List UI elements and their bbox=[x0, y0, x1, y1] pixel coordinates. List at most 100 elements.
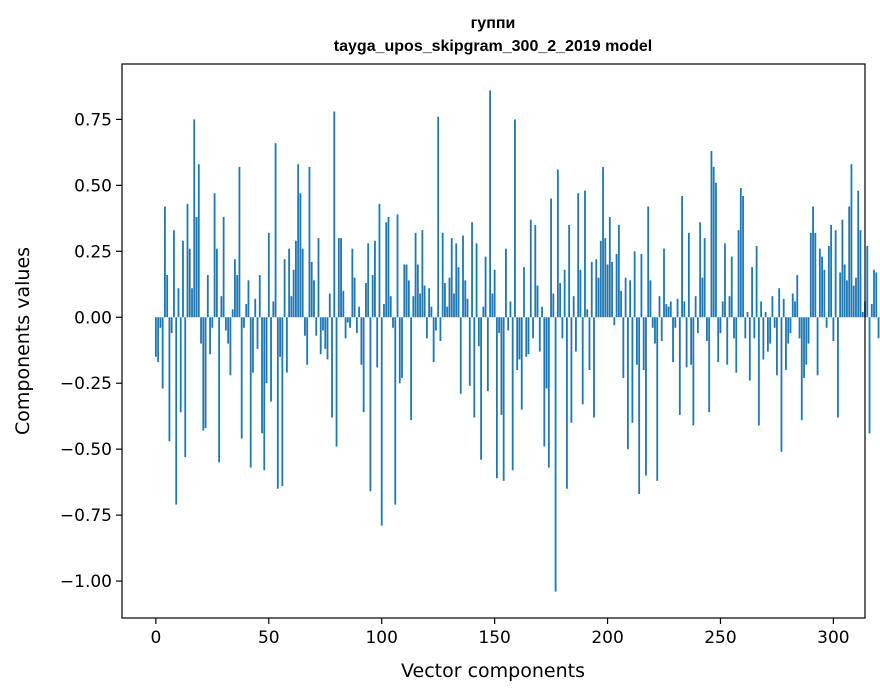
bar bbox=[672, 317, 674, 363]
bar bbox=[538, 317, 541, 352]
bar bbox=[468, 317, 471, 386]
bar bbox=[816, 317, 819, 376]
bar bbox=[385, 222, 388, 318]
bar bbox=[369, 317, 372, 492]
bar bbox=[238, 166, 241, 318]
bar bbox=[473, 317, 476, 418]
bar bbox=[534, 224, 537, 318]
bar bbox=[306, 317, 309, 365]
bar bbox=[570, 317, 573, 423]
bar bbox=[263, 317, 266, 471]
bar bbox=[407, 280, 410, 318]
bar bbox=[737, 230, 740, 318]
bar bbox=[552, 293, 555, 318]
bar bbox=[486, 317, 489, 392]
bar bbox=[403, 264, 406, 318]
bar bbox=[401, 317, 403, 378]
bar bbox=[780, 317, 783, 452]
bar bbox=[748, 317, 751, 381]
bar bbox=[798, 317, 801, 339]
bar bbox=[161, 317, 164, 389]
bar bbox=[595, 259, 598, 318]
bar bbox=[328, 293, 331, 318]
bar bbox=[193, 119, 196, 318]
bar bbox=[371, 275, 374, 318]
bar bbox=[365, 282, 367, 318]
bar bbox=[159, 317, 162, 328]
bar bbox=[313, 280, 315, 318]
bar bbox=[507, 317, 510, 331]
bar bbox=[708, 317, 711, 413]
bar bbox=[317, 238, 320, 318]
bar bbox=[602, 166, 604, 318]
bar bbox=[518, 317, 521, 360]
bar bbox=[568, 224, 571, 318]
bar bbox=[466, 298, 469, 318]
bar bbox=[450, 238, 453, 318]
bar bbox=[674, 317, 677, 328]
bar bbox=[782, 298, 785, 318]
bar bbox=[593, 317, 595, 418]
bar bbox=[787, 317, 790, 344]
y-axis-ticks: 0.75 0.50 0.25 0.00 −0.25 −0.50 −0.75 −1.00 bbox=[60, 110, 122, 592]
chart-title-line1: гуппи bbox=[471, 15, 516, 32]
bar bbox=[525, 317, 528, 357]
bar bbox=[516, 317, 519, 371]
bar bbox=[523, 267, 525, 318]
bar bbox=[177, 288, 180, 318]
bar bbox=[378, 203, 381, 318]
bar bbox=[543, 317, 546, 447]
bar bbox=[807, 317, 810, 344]
bar bbox=[841, 219, 844, 318]
bar bbox=[622, 317, 625, 378]
bar bbox=[333, 111, 336, 318]
bar bbox=[683, 301, 686, 318]
bar bbox=[633, 251, 636, 318]
bar bbox=[667, 306, 670, 318]
bar bbox=[511, 317, 514, 471]
bar bbox=[654, 317, 656, 344]
bar bbox=[256, 317, 259, 349]
bar bbox=[649, 280, 652, 318]
bar bbox=[599, 240, 602, 318]
bar bbox=[437, 116, 440, 318]
bar bbox=[818, 248, 821, 318]
bar bbox=[229, 317, 232, 376]
bar bbox=[234, 259, 236, 318]
bar bbox=[769, 317, 772, 344]
bar bbox=[703, 238, 706, 318]
bar bbox=[351, 248, 354, 318]
x-tick-label: 100 bbox=[365, 628, 397, 648]
bar bbox=[608, 217, 611, 318]
bar bbox=[270, 317, 272, 402]
bar bbox=[541, 306, 543, 318]
bar bbox=[168, 317, 171, 442]
bar bbox=[830, 224, 833, 318]
bar bbox=[744, 317, 747, 339]
bar bbox=[439, 317, 442, 341]
bar bbox=[480, 317, 482, 460]
bar bbox=[694, 296, 697, 318]
bar bbox=[717, 317, 720, 363]
bar bbox=[432, 317, 435, 363]
bar bbox=[739, 187, 742, 318]
bar bbox=[254, 298, 257, 318]
bar bbox=[778, 288, 781, 318]
bar bbox=[631, 317, 634, 423]
bar bbox=[220, 296, 223, 318]
x-tick-label: 150 bbox=[478, 628, 510, 648]
bar bbox=[785, 317, 787, 371]
bar bbox=[647, 206, 650, 318]
bar-series bbox=[154, 90, 880, 592]
bar bbox=[215, 248, 218, 318]
bar bbox=[315, 317, 318, 336]
bar bbox=[771, 296, 774, 318]
bar bbox=[547, 317, 550, 468]
bar bbox=[733, 317, 735, 339]
bar bbox=[285, 317, 288, 373]
bar bbox=[590, 261, 593, 318]
bar bbox=[742, 195, 744, 318]
y-tick-label: −0.75 bbox=[60, 506, 112, 526]
bar bbox=[532, 317, 534, 339]
